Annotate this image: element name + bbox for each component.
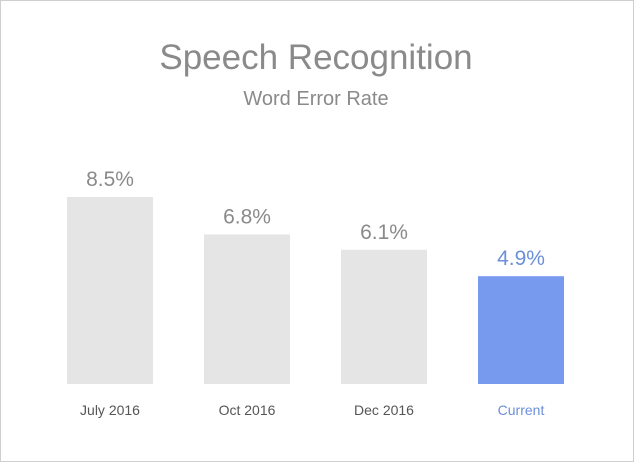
value-label: 8.5% — [86, 168, 134, 191]
category-label: Current — [498, 402, 545, 418]
category-label: July 2016 — [80, 402, 140, 418]
value-label: 4.9% — [497, 247, 545, 270]
bar-oct-2016 — [204, 234, 290, 384]
chart-title: Speech Recognition — [159, 38, 473, 77]
bar-current — [478, 276, 564, 384]
bar-dec-2016 — [341, 249, 427, 384]
category-label: Oct 2016 — [219, 402, 276, 418]
chart-subtitle: Word Error Rate — [243, 88, 389, 110]
value-label: 6.1% — [360, 221, 408, 244]
value-label: 6.8% — [223, 205, 271, 228]
bar-july-2016 — [67, 197, 153, 384]
category-label: Dec 2016 — [354, 402, 414, 418]
